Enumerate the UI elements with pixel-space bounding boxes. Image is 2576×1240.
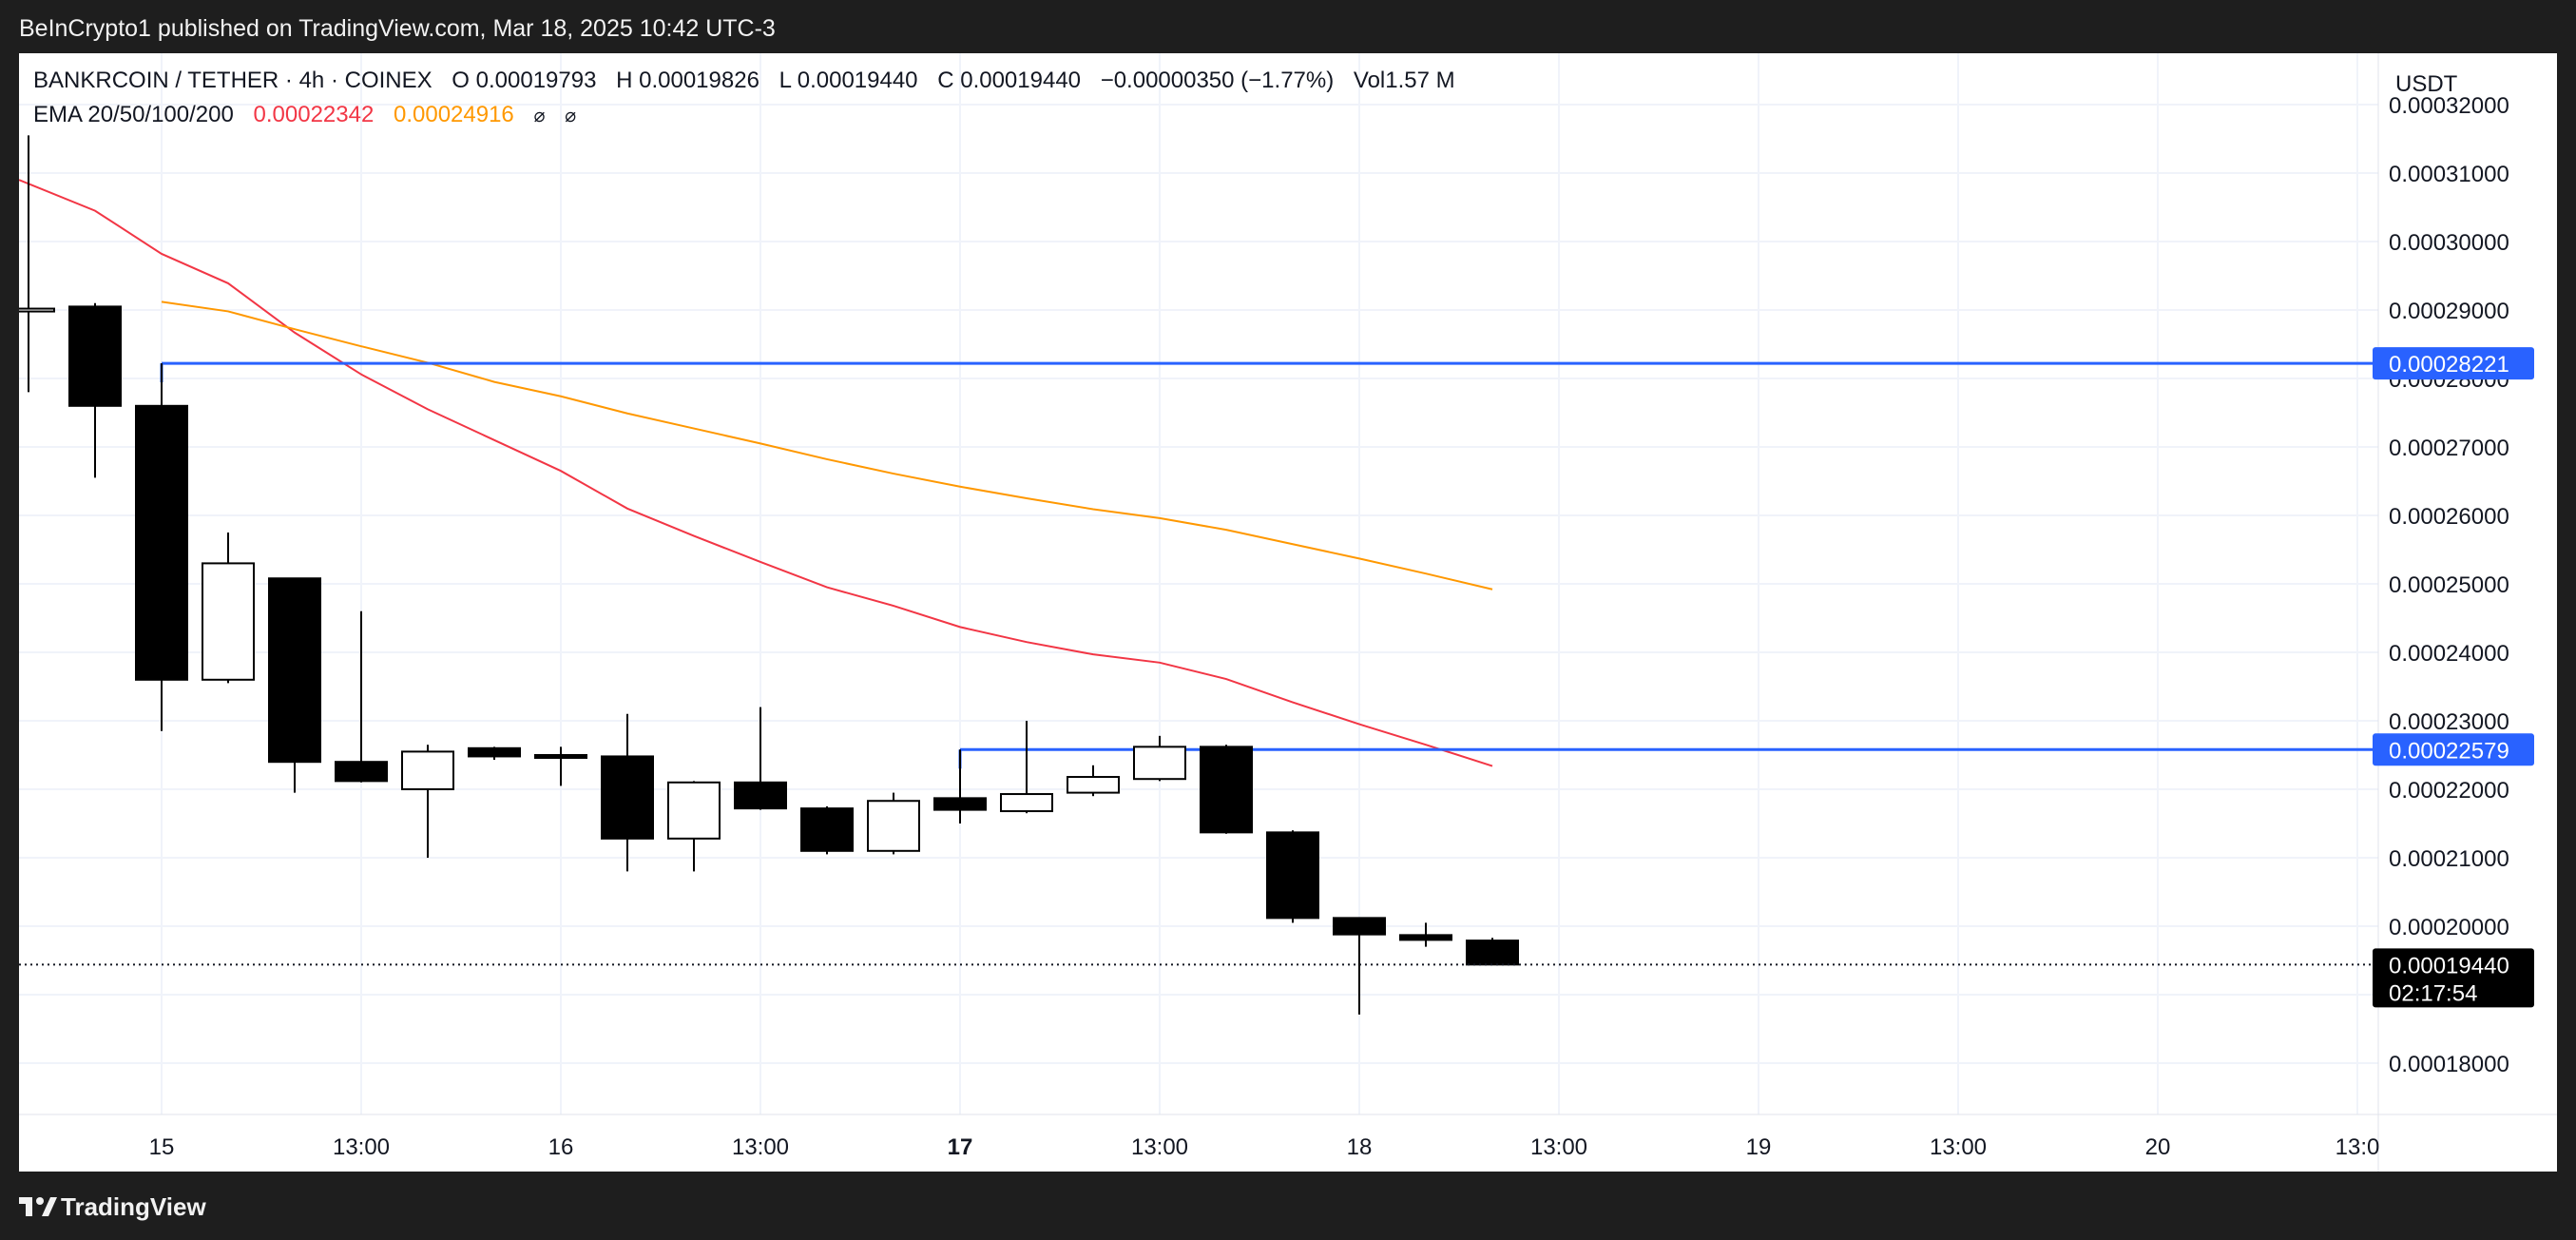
last-price-label: 0.00019440 bbox=[2389, 953, 2509, 978]
ema20-line bbox=[19, 179, 1493, 767]
candle-body bbox=[534, 754, 587, 759]
low-label: L bbox=[779, 68, 792, 93]
publisher-text: BeInCrypto1 published on TradingView.com… bbox=[19, 15, 776, 42]
candle-body bbox=[202, 562, 255, 681]
change-value: −0.00000350 (−1.77%) bbox=[1101, 68, 1335, 93]
time-tick-label: 13:00 bbox=[333, 1134, 390, 1160]
level-price-badge bbox=[2373, 347, 2534, 380]
time-tick-label: 15 bbox=[149, 1134, 175, 1160]
candle-body bbox=[1200, 746, 1253, 834]
ema50-value: 0.00024916 bbox=[394, 102, 514, 127]
open-label: O bbox=[452, 68, 470, 93]
price-chart[interactable]: BANKRCOIN / TETHER · 4h · COINEX O 0.000… bbox=[19, 53, 2557, 1172]
price-tick-label: 0.00025000 bbox=[2389, 572, 2509, 598]
ema20-value: 0.00022342 bbox=[254, 102, 375, 127]
price-tick-label: 0.00020000 bbox=[2389, 915, 2509, 940]
price-axis[interactable]: 0.00032000 0.00031000 0.00030000 0.00029000… bbox=[2389, 93, 2509, 1077]
tradingview-brand: TradingView bbox=[61, 1192, 206, 1221]
open-value: 0.00019793 bbox=[476, 68, 597, 93]
candle-body bbox=[468, 746, 521, 758]
candle-body bbox=[1399, 934, 1452, 941]
price-tick-label: 0.00023000 bbox=[2389, 709, 2509, 735]
candle-body bbox=[601, 755, 654, 840]
candle-body bbox=[1067, 776, 1120, 794]
candle-body bbox=[1266, 831, 1319, 920]
price-tick-label: 0.00031000 bbox=[2389, 162, 2509, 187]
publisher-header: BeInCrypto1 published on TradingView.com… bbox=[0, 0, 2576, 53]
close-value: 0.00019440 bbox=[960, 68, 1081, 93]
price-tick-label: 0.00018000 bbox=[2389, 1052, 2509, 1077]
candle-body bbox=[335, 761, 388, 783]
candle-body bbox=[268, 577, 321, 764]
close-label: C bbox=[937, 68, 953, 93]
symbol-label: BANKRCOIN / TETHER · 4h · COINEX bbox=[33, 68, 433, 93]
time-tick-label: 18 bbox=[1347, 1134, 1373, 1160]
price-tick-label: 0.00024000 bbox=[2389, 641, 2509, 667]
candle-body bbox=[1133, 746, 1186, 781]
candle-body bbox=[1333, 917, 1386, 936]
candle-body bbox=[68, 305, 122, 407]
tradingview-logo-icon bbox=[19, 1197, 57, 1216]
time-tick-label: 19 bbox=[1746, 1134, 1772, 1160]
time-tick-label: 13:0 bbox=[2336, 1134, 2380, 1160]
ema-legend: EMA 20/50/100/200 0.00022342 0.00024916 … bbox=[33, 102, 576, 127]
ohlc-legend: BANKRCOIN / TETHER · 4h · COINEX O 0.000… bbox=[33, 68, 1455, 93]
price-tick-label: 0.00030000 bbox=[2389, 230, 2509, 256]
last-price-badge bbox=[2373, 948, 2534, 1008]
price-tick-label: 0.00022000 bbox=[2389, 778, 2509, 804]
time-tick-label: 13:00 bbox=[732, 1134, 789, 1160]
time-tick-label: 17 bbox=[948, 1134, 973, 1160]
high-label: H bbox=[616, 68, 632, 93]
ema100-value: ⌀ bbox=[533, 106, 545, 126]
time-tick-label: 13:00 bbox=[1530, 1134, 1587, 1160]
candle-body bbox=[1000, 793, 1053, 813]
ema-lines bbox=[19, 179, 1493, 767]
time-axis[interactable]: 15 13:00 16 13:00 17 13:00 18 13:00 19 13:00 20 13:… bbox=[149, 1134, 2380, 1160]
ema200-value: ⌀ bbox=[565, 106, 576, 126]
chart-panel[interactable]: BANKRCOIN / TETHER · 4h · COINEX O 0.000… bbox=[19, 53, 2557, 1172]
candle-body bbox=[401, 750, 454, 791]
price-tick-label: 0.00021000 bbox=[2389, 846, 2509, 872]
candle-body bbox=[19, 307, 55, 313]
candle-body bbox=[135, 404, 188, 681]
time-tick-label: 20 bbox=[2145, 1134, 2171, 1160]
candle-body bbox=[667, 781, 721, 840]
level-price-label: 0.00028221 bbox=[2389, 352, 2509, 378]
time-tick-label: 16 bbox=[548, 1134, 574, 1160]
level-price-label: 0.00022579 bbox=[2389, 738, 2509, 764]
candle-body bbox=[734, 781, 787, 810]
candle-body bbox=[933, 797, 987, 811]
low-value: 0.00019440 bbox=[798, 68, 918, 93]
candle-body bbox=[800, 807, 854, 852]
high-value: 0.00019826 bbox=[639, 68, 759, 93]
chart-grid bbox=[19, 53, 2378, 1114]
price-tick-label: 0.00032000 bbox=[2389, 93, 2509, 119]
currency-label: USDT bbox=[2395, 71, 2458, 97]
candle-body bbox=[867, 800, 920, 852]
price-tick-label: 0.00027000 bbox=[2389, 436, 2509, 461]
time-tick-label: 13:00 bbox=[1930, 1134, 1987, 1160]
ema-label: EMA 20/50/100/200 bbox=[33, 102, 234, 127]
level-price-badge bbox=[2373, 733, 2534, 766]
volume-value: Vol1.57 M bbox=[1354, 68, 1455, 93]
price-tick-label: 0.00029000 bbox=[2389, 299, 2509, 324]
horizontal-levels bbox=[160, 361, 2378, 769]
candles bbox=[19, 135, 1519, 1015]
time-tick-label: 13:00 bbox=[1131, 1134, 1188, 1160]
candle-body bbox=[1466, 940, 1519, 966]
bar-countdown-label: 02:17:54 bbox=[2389, 980, 2477, 1006]
price-tick-label: 0.00026000 bbox=[2389, 504, 2509, 530]
footer: TradingView bbox=[0, 1172, 2576, 1240]
ema50-line bbox=[161, 300, 1493, 591]
